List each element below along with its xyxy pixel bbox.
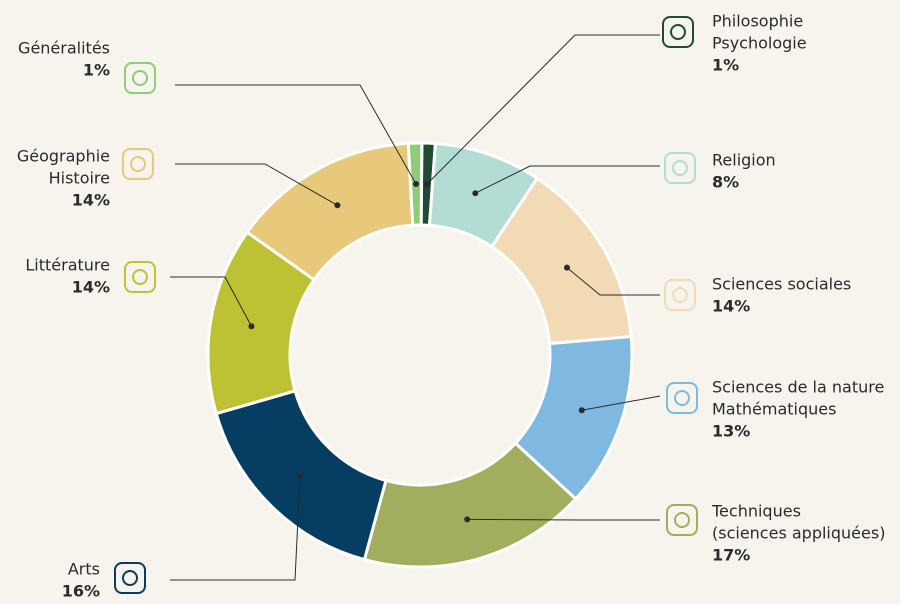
leader-dot	[472, 190, 479, 197]
leader-line	[170, 476, 301, 581]
category-label: Géographie	[17, 147, 110, 166]
category-label: Sciences sociales	[712, 275, 851, 294]
category-label: Sciences de la nature	[712, 378, 884, 397]
value-label: 1%	[83, 61, 110, 80]
value-label: 14%	[712, 297, 750, 316]
leader-line	[581, 395, 661, 411]
leader-dot	[296, 473, 303, 480]
icon	[666, 382, 698, 414]
value-label: 16%	[62, 582, 100, 601]
value-label: 14%	[72, 278, 110, 297]
icon	[664, 152, 696, 184]
value-label: 17%	[712, 546, 750, 565]
icon	[124, 261, 156, 293]
value-label: 13%	[712, 422, 750, 441]
icon-shape	[666, 382, 698, 414]
icon	[124, 62, 156, 94]
icon-shape	[124, 62, 156, 94]
category-label: Psychologie	[712, 34, 807, 53]
category-label: Arts	[68, 560, 100, 579]
leader-dot	[464, 516, 471, 523]
icon-shape	[132, 70, 148, 86]
icon-shape	[674, 390, 690, 406]
leader-dot	[248, 323, 255, 330]
leader-line	[467, 518, 660, 521]
leader-dot	[413, 181, 420, 188]
leader-dot	[578, 407, 585, 414]
icon-shape	[122, 148, 154, 180]
icon	[666, 504, 698, 536]
icon	[114, 562, 146, 594]
leader-line	[170, 276, 252, 327]
leader-dot	[334, 202, 341, 209]
value-label: 8%	[712, 173, 739, 192]
category-label: Philosophie	[712, 12, 803, 31]
leader-line	[566, 267, 660, 296]
icon-shape	[130, 156, 146, 172]
category-label: Techniques	[711, 502, 801, 521]
icon	[122, 148, 154, 180]
category-label: Histoire	[49, 169, 110, 188]
category-label: Généralités	[18, 39, 110, 58]
category-label: Mathématiques	[712, 400, 836, 419]
icon-shape	[114, 562, 146, 594]
icon-shape	[664, 152, 696, 184]
icon-shape	[132, 269, 148, 285]
value-label: 1%	[712, 56, 739, 75]
icon-shape	[672, 160, 688, 176]
leader-line	[475, 165, 660, 194]
leader-dot	[563, 264, 570, 271]
icon-shape	[122, 570, 138, 586]
category-label: Religion	[712, 151, 776, 170]
icon-shape	[662, 16, 694, 48]
value-label: 14%	[72, 191, 110, 210]
category-label: (sciences appliquées)	[712, 524, 885, 543]
leader-line	[175, 163, 338, 206]
icon-shape	[670, 24, 686, 40]
category-label: Littérature	[25, 256, 110, 275]
icon	[662, 16, 694, 48]
leader-line	[175, 84, 417, 185]
leader-dot	[423, 181, 430, 188]
donut-segment	[362, 441, 578, 569]
icon-shape	[664, 279, 696, 311]
icon	[664, 279, 696, 311]
icon-shape	[674, 512, 690, 528]
icon-shape	[672, 287, 688, 303]
leader-line	[426, 34, 660, 185]
icon-shape	[124, 261, 156, 293]
icon-shape	[666, 504, 698, 536]
